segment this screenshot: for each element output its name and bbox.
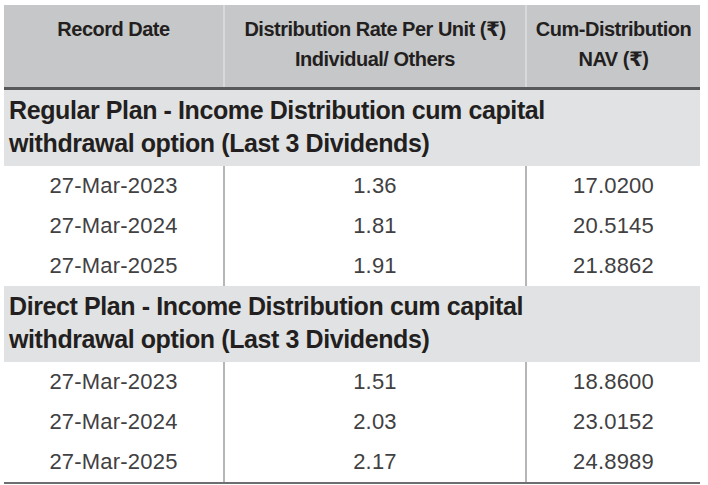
header-cum-distribution-nav-line1: Cum-Distribution — [527, 14, 700, 44]
distribution-rate-cell: 2.17 — [223, 442, 525, 482]
record-date-cell: 27-Mar-2025 — [4, 246, 223, 286]
header-distribution-rate-line1: Distribution Rate Per Unit (₹) — [225, 14, 525, 44]
dividend-row: 27-Mar-2024 1.81 20.5145 — [4, 206, 700, 246]
distribution-rate-cell: 1.91 — [223, 246, 525, 286]
section-title-regular-plan: Regular Plan - Income Distribution cum c… — [4, 90, 700, 166]
header-cum-distribution-nav-line2: NAV (₹) — [527, 44, 700, 74]
distribution-rate-cell: 1.51 — [223, 362, 525, 402]
dividend-row: 27-Mar-2024 2.03 23.0152 — [4, 402, 700, 442]
cum-distribution-nav-cell: 23.0152 — [525, 402, 700, 442]
section-title-direct-plan: Direct Plan - Income Distribution cum ca… — [4, 286, 700, 362]
header-distribution-rate: Distribution Rate Per Unit (₹) Individua… — [223, 5, 525, 87]
dividend-row: 27-Mar-2023 1.36 17.0200 — [4, 166, 700, 206]
distribution-rate-cell: 2.03 — [223, 402, 525, 442]
dividend-distribution-table: Record Date Distribution Rate Per Unit (… — [4, 5, 700, 484]
cum-distribution-nav-cell: 24.8989 — [525, 442, 700, 482]
dividend-row: 27-Mar-2025 1.91 21.8862 — [4, 246, 700, 286]
cum-distribution-nav-cell: 20.5145 — [525, 206, 700, 246]
record-date-cell: 27-Mar-2023 — [4, 166, 223, 206]
distribution-rate-cell: 1.36 — [223, 166, 525, 206]
distribution-rate-cell: 1.81 — [223, 206, 525, 246]
header-cum-distribution-nav: Cum-Distribution NAV (₹) — [525, 5, 700, 87]
table-header-row: Record Date Distribution Rate Per Unit (… — [4, 5, 700, 90]
record-date-cell: 27-Mar-2023 — [4, 362, 223, 402]
cum-distribution-nav-cell: 21.8862 — [525, 246, 700, 286]
record-date-cell: 27-Mar-2025 — [4, 442, 223, 482]
cum-distribution-nav-cell: 17.0200 — [525, 166, 700, 206]
dividend-row: 27-Mar-2023 1.51 18.8600 — [4, 362, 700, 402]
cum-distribution-nav-cell: 18.8600 — [525, 362, 700, 402]
table-bottom-rule — [4, 482, 700, 484]
header-record-date-label: Record Date — [4, 14, 223, 44]
dividend-row: 27-Mar-2025 2.17 24.8989 — [4, 442, 700, 482]
record-date-cell: 27-Mar-2024 — [4, 206, 223, 246]
header-distribution-rate-line2: Individual/ Others — [225, 44, 525, 74]
record-date-cell: 27-Mar-2024 — [4, 402, 223, 442]
header-record-date: Record Date — [4, 5, 223, 87]
